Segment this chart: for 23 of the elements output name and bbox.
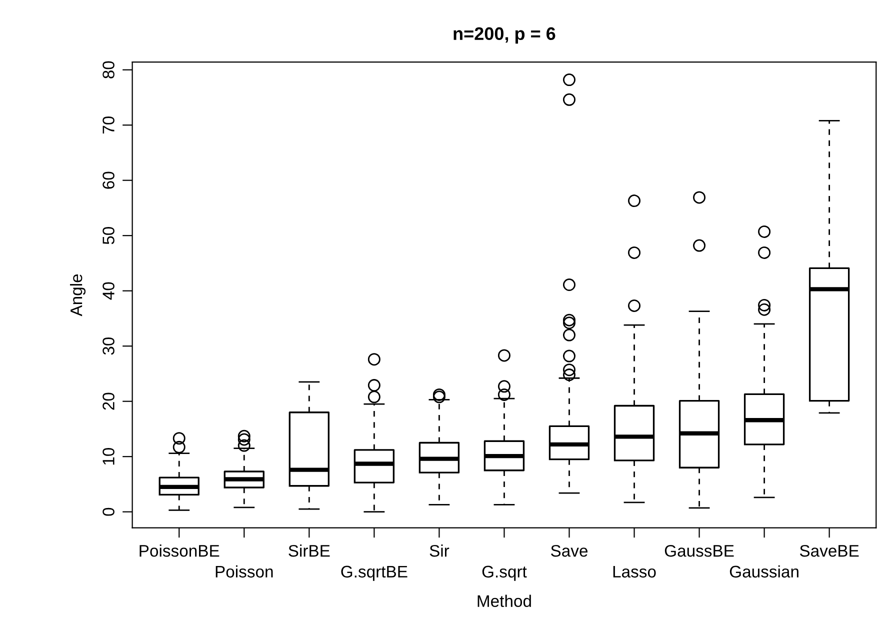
y-tick-label: 10: [102, 448, 114, 465]
y-tick-label: 70: [102, 116, 114, 134]
x-tick-label: G.sqrt: [482, 566, 527, 581]
x-tick-label: SirBE: [288, 544, 330, 557]
y-tick-label: 40: [102, 282, 114, 300]
y-tick-label: 80: [102, 61, 114, 78]
x-tick-label: SaveBE: [800, 544, 859, 557]
x-tick-label: GaussBE: [664, 544, 734, 557]
x-tick-label: G.sqrtBE: [341, 566, 408, 581]
x-tick-label: PoissonBE: [140, 544, 220, 557]
y-tick-label: 50: [102, 226, 114, 244]
y-tick-label: 30: [102, 337, 114, 355]
y-tick-label: 20: [102, 392, 114, 410]
x-tick-label: Sir: [430, 544, 450, 557]
y-tick-label: 0: [102, 508, 114, 516]
x-tick-label: Save: [551, 544, 588, 557]
x-tick-label: Lasso: [613, 566, 656, 578]
y-tick-label: 60: [102, 172, 114, 189]
x-tick-label: Gaussian: [730, 565, 798, 578]
x-axis-title: Method: [478, 594, 531, 608]
x-tick-label: Poisson: [216, 565, 273, 578]
chart-title: n=200, p = 6: [454, 27, 556, 44]
y-axis-title: Angle: [70, 274, 86, 316]
